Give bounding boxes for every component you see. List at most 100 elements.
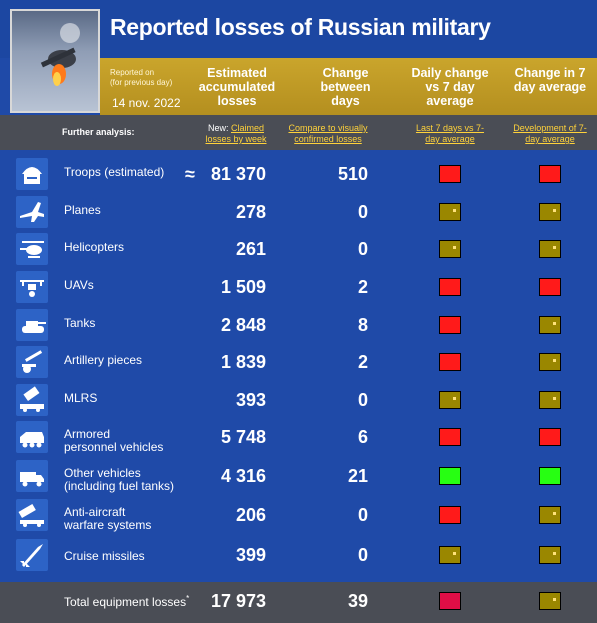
change7-indicator	[539, 203, 561, 221]
total-daily-indicator	[439, 592, 461, 610]
indicator-dot	[553, 209, 556, 212]
indicator-dot	[553, 359, 556, 362]
page-title: Reported losses of Russian military	[110, 14, 491, 40]
table-row: Tanks 2 848 8	[0, 307, 597, 345]
row-label-line2: warfare systems	[64, 518, 152, 532]
row-label-line2: personnel vehicles	[64, 440, 164, 454]
change7-indicator	[539, 546, 561, 564]
claimed-losses-link[interactable]: Claimed losses by week	[205, 123, 267, 144]
row-change: 510	[337, 164, 368, 184]
row-change: 0	[357, 545, 368, 565]
row-change: 2	[357, 352, 368, 372]
table-row: Planes 278 0	[0, 194, 597, 232]
indicator-dot	[453, 552, 456, 555]
indicator-dot	[453, 397, 456, 400]
row-label-line1: Anti-aircraft	[64, 505, 126, 519]
daily-indicator	[439, 203, 461, 221]
drone-icon	[16, 271, 48, 303]
burning-aircraft-icon	[40, 23, 80, 86]
row-label: Artillery pieces	[64, 353, 143, 367]
new-prefix: New:	[207, 123, 229, 133]
row-change: 2	[357, 277, 368, 297]
daily-indicator	[439, 506, 461, 524]
row-label-line1: Other vehicles	[64, 466, 141, 480]
artillery-icon	[16, 346, 48, 378]
row-value: 1 509	[220, 277, 266, 297]
row-value: 261	[235, 239, 266, 259]
row-label: Other vehicles (including fuel tanks)	[64, 467, 174, 493]
daily-indicator	[439, 353, 461, 371]
table-row: Artillery pieces 1 839 2	[0, 344, 597, 382]
development-link[interactable]: Development of 7-day average	[513, 123, 587, 144]
indicator-dot	[553, 512, 556, 515]
indicator-dot	[553, 322, 556, 325]
table-row: Troops (estimated) ≈81 370 510	[0, 156, 597, 194]
daily-indicator	[439, 391, 461, 409]
indicator-dot	[453, 209, 456, 212]
row-label: Cruise missiles	[64, 549, 145, 563]
row-value: 2 848	[220, 315, 266, 335]
missile-icon	[16, 539, 48, 571]
total-value: 17 973	[210, 591, 266, 611]
links-band	[0, 115, 597, 150]
row-label: Armored personnel vehicles	[64, 428, 163, 454]
reported-on-label: Reported on (for previous day)	[110, 68, 172, 88]
change7-indicator	[539, 467, 561, 485]
row-label: MLRS	[64, 391, 98, 405]
row-value: 81 370	[210, 164, 266, 184]
daily-indicator	[439, 546, 461, 564]
total-band	[0, 582, 597, 623]
row-label: Helicopters	[64, 240, 125, 254]
header-daily: Daily change vs 7 day average	[411, 66, 489, 108]
daily-indicator	[439, 240, 461, 258]
change7-indicator	[539, 165, 561, 183]
row-value: 1 839	[220, 352, 266, 372]
daily-indicator	[439, 165, 461, 183]
total-asterisk: *	[186, 594, 190, 603]
indicator-dot	[553, 397, 556, 400]
row-label-line1: Armored	[64, 427, 111, 441]
table-row: MLRS 393 0	[0, 382, 597, 420]
row-change: 21	[347, 466, 368, 486]
indicator-dot	[553, 552, 556, 555]
table-row: Other vehicles (including fuel tanks) 4 31…	[0, 458, 597, 496]
table-row: Anti-aircraft warfare systems 206 0	[0, 497, 597, 535]
row-value: 399	[235, 545, 266, 565]
header-change7: Change in 7 day average	[513, 66, 587, 94]
table-row: Helicopters 261 0	[0, 231, 597, 269]
row-change: 6	[357, 427, 368, 447]
claimed-link-group: New: Claimed losses by week	[196, 123, 276, 145]
row-change: 0	[357, 505, 368, 525]
table-row: UAVs 1 509 2	[0, 269, 597, 307]
change7-indicator	[539, 506, 561, 524]
total-change: 39	[347, 591, 368, 611]
compare-link[interactable]: Compare to visually confirmed losses	[288, 123, 368, 144]
header-band	[100, 58, 597, 115]
row-label: Anti-aircraft warfare systems	[64, 506, 151, 532]
indicator-dot	[453, 246, 456, 249]
truck-icon	[16, 460, 48, 492]
approx-symbol: ≈	[185, 164, 195, 184]
daily-indicator	[439, 278, 461, 296]
change7-indicator	[539, 278, 561, 296]
header-estimated: Estimated accumulated losses	[198, 66, 276, 108]
header-change: Change between days	[320, 66, 371, 108]
tank-icon	[16, 309, 48, 341]
row-value: 206	[235, 505, 266, 525]
last-7-days-link[interactable]: Last 7 days vs 7-day average	[415, 123, 485, 144]
change7-indicator	[539, 428, 561, 446]
row-change: 0	[357, 202, 368, 222]
report-date: 14 nov. 2022	[112, 96, 181, 110]
total-change7-indicator	[539, 592, 561, 610]
row-change: 0	[357, 390, 368, 410]
reported-on-text: Reported on	[110, 68, 155, 77]
anti-aircraft-icon	[16, 499, 48, 531]
further-analysis-label: Further analysis:	[62, 127, 135, 137]
table-row: Armored personnel vehicles 5 748 6	[0, 419, 597, 457]
change7-indicator	[539, 240, 561, 258]
total-label-text: Total equipment losses	[64, 595, 187, 609]
table-row: Cruise missiles 399 0	[0, 537, 597, 575]
row-label: Troops (estimated)	[64, 165, 165, 179]
indicator-dot	[553, 246, 556, 249]
indicator-dot	[553, 598, 556, 601]
